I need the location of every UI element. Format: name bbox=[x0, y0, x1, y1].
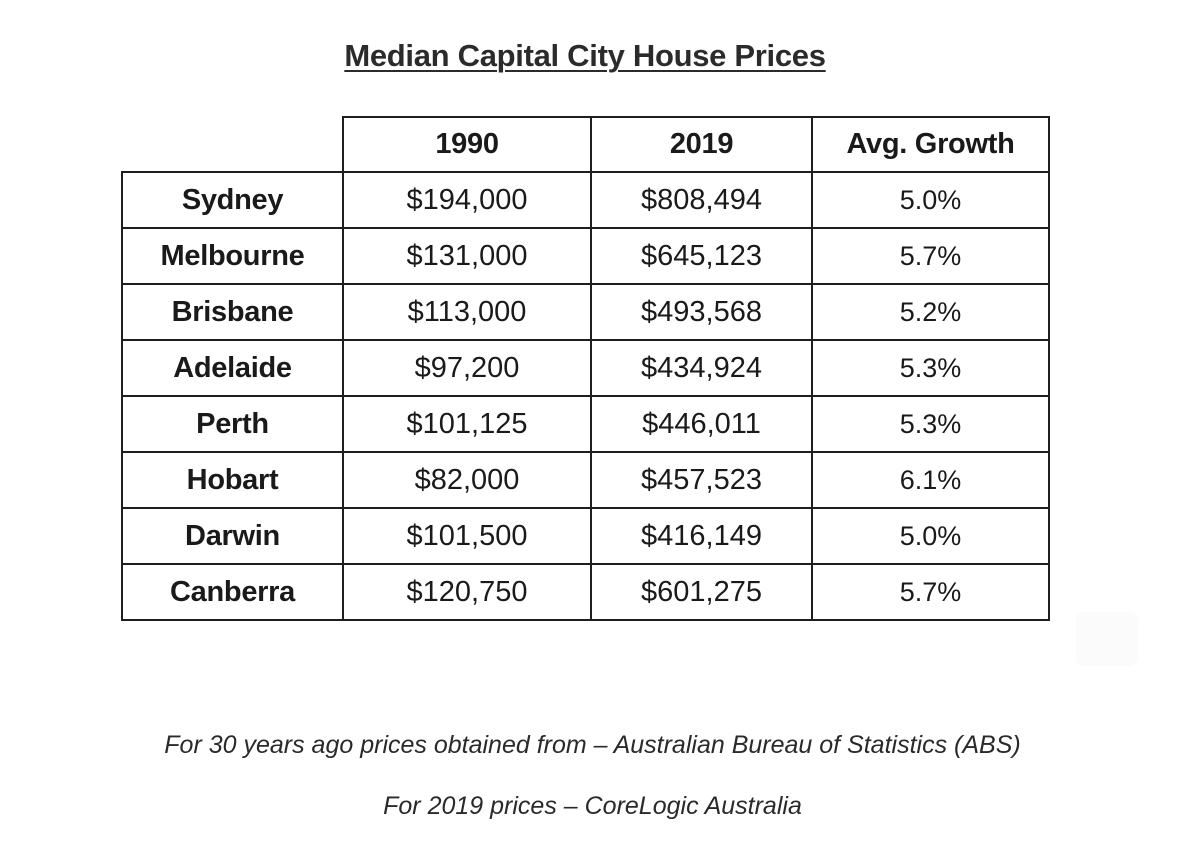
city-cell: Sydney bbox=[121, 171, 344, 229]
page-title: Median Capital City House Prices bbox=[344, 38, 826, 73]
city-cell: Brisbane bbox=[121, 283, 344, 341]
price-1990-cell: $194,000 bbox=[342, 171, 592, 229]
table-row: Darwin $101,500 $416,149 5.0% bbox=[121, 507, 1050, 565]
price-1990-cell: $97,200 bbox=[342, 339, 592, 397]
price-1990-cell: $120,750 bbox=[342, 563, 592, 621]
price-2019-cell: $808,494 bbox=[590, 171, 813, 229]
source-note-2019: For 2019 prices – CoreLogic Australia bbox=[383, 792, 802, 820]
table-row: Adelaide $97,200 $434,924 5.3% bbox=[121, 339, 1050, 397]
table-row: Brisbane $113,000 $493,568 5.2% bbox=[121, 283, 1050, 341]
price-2019-cell: $457,523 bbox=[590, 451, 813, 509]
table-row: Canberra $120,750 $601,275 5.7% bbox=[121, 563, 1050, 621]
table-header-row: 1990 2019 Avg. Growth bbox=[122, 116, 1050, 173]
growth-cell: 5.0% bbox=[811, 507, 1050, 565]
city-cell: Hobart bbox=[121, 451, 344, 509]
growth-cell: 5.7% bbox=[811, 227, 1050, 285]
city-cell: Canberra bbox=[121, 563, 344, 621]
price-2019-cell: $493,568 bbox=[590, 283, 813, 341]
city-cell: Melbourne bbox=[121, 227, 344, 285]
table-row: Melbourne $131,000 $645,123 5.7% bbox=[121, 227, 1050, 285]
price-2019-cell: $645,123 bbox=[590, 227, 813, 285]
growth-cell: 5.0% bbox=[811, 171, 1050, 229]
price-1990-cell: $113,000 bbox=[342, 283, 592, 341]
table-row: Hobart $82,000 $457,523 6.1% bbox=[121, 451, 1050, 509]
price-2019-cell: $434,924 bbox=[590, 339, 813, 397]
price-1990-cell: $101,125 bbox=[342, 395, 592, 453]
table-row: Sydney $194,000 $808,494 5.0% bbox=[121, 171, 1050, 229]
source-note-1990: For 30 years ago prices obtained from – … bbox=[164, 731, 1021, 759]
price-1990-cell: $101,500 bbox=[342, 507, 592, 565]
faded-overlay-button bbox=[1076, 612, 1138, 666]
growth-cell: 5.3% bbox=[811, 395, 1050, 453]
growth-cell: 5.3% bbox=[811, 339, 1050, 397]
growth-cell: 6.1% bbox=[811, 451, 1050, 509]
table-row: Perth $101,125 $446,011 5.3% bbox=[121, 395, 1050, 453]
price-1990-cell: $82,000 bbox=[342, 451, 592, 509]
price-1990-cell: $131,000 bbox=[342, 227, 592, 285]
header-cell-blank bbox=[122, 117, 343, 173]
house-price-table: 1990 2019 Avg. Growth Sydney $194,000 $8… bbox=[121, 116, 1050, 621]
price-2019-cell: $416,149 bbox=[590, 507, 813, 565]
city-cell: Perth bbox=[121, 395, 344, 453]
city-cell: Darwin bbox=[121, 507, 344, 565]
header-cell-avg-growth: Avg. Growth bbox=[811, 116, 1050, 173]
price-2019-cell: $446,011 bbox=[590, 395, 813, 453]
growth-cell: 5.2% bbox=[811, 283, 1050, 341]
price-2019-cell: $601,275 bbox=[590, 563, 813, 621]
header-cell-1990: 1990 bbox=[342, 116, 592, 173]
header-cell-2019: 2019 bbox=[590, 116, 813, 173]
city-cell: Adelaide bbox=[121, 339, 344, 397]
growth-cell: 5.7% bbox=[811, 563, 1050, 621]
